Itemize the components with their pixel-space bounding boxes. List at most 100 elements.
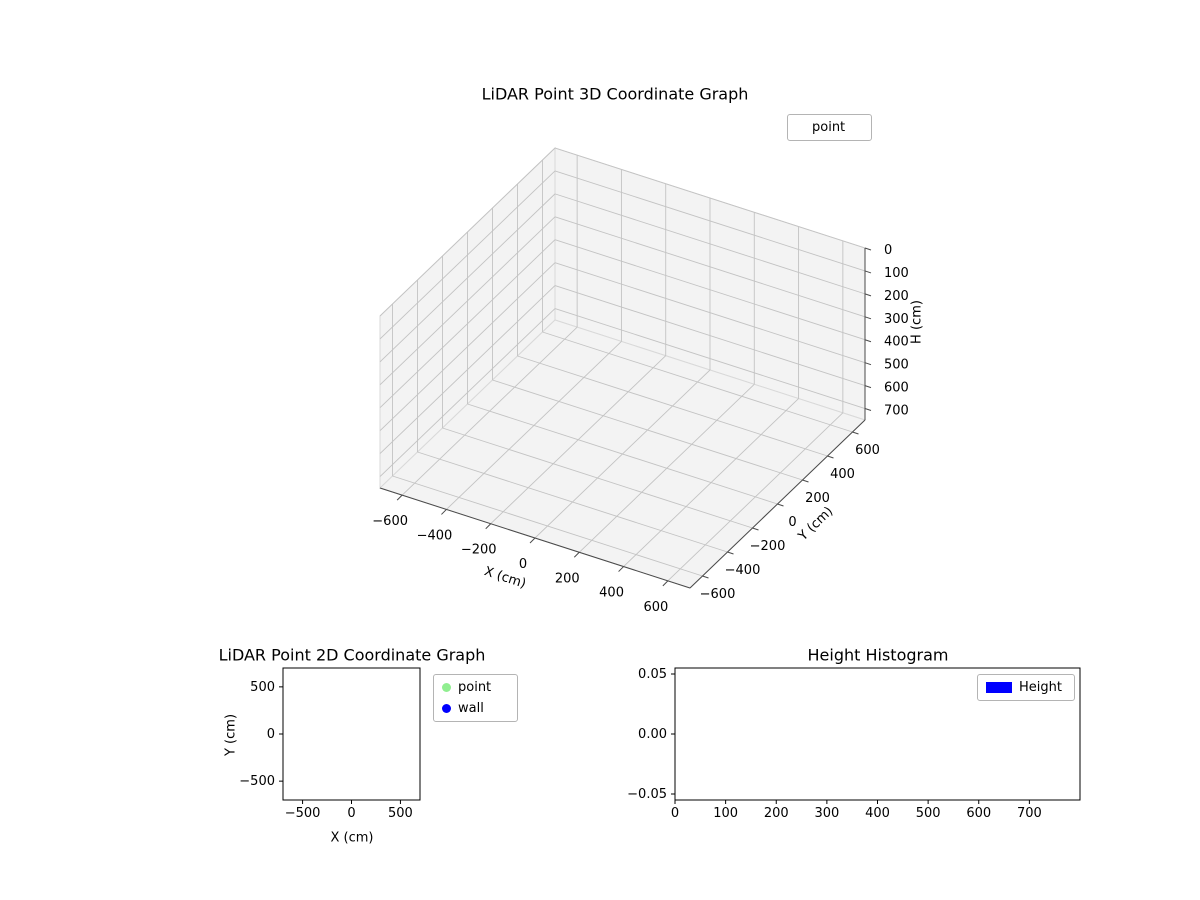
point-marker-icon [796,123,805,132]
plot3d-legend: point [787,114,872,141]
grid-y-floor [492,379,803,481]
hist-y-tick-label: 0.05 [638,667,667,682]
grid-z-left-wall [379,262,556,431]
x-tick-label: 0 [519,557,527,572]
grid-z-left-wall [379,216,556,386]
plot2d-x-tick-label: 0 [347,806,355,821]
x-tick [662,580,669,587]
grid-z-left-wall [379,239,556,409]
plot2d-y-tick-label: 0 [267,727,275,742]
hist-x-tick-label: 100 [713,806,738,821]
z-tick-label: 600 [884,381,909,396]
z-tick [864,270,872,274]
grid-z-left-wall [379,308,556,477]
x-tick [529,537,536,544]
hist-legend-label-height: Height [1019,680,1062,695]
plot2d-title: LiDAR Point 2D Coordinate Graph [218,645,486,665]
plot3d-zlabel: H (cm) [909,300,925,344]
hist-x-tick-label: 0 [671,806,679,821]
y-tick [777,503,784,507]
y-tick [802,479,809,483]
grid-z-back-wall [554,193,866,295]
hist-x-tick-label: 200 [764,806,789,821]
x-tick-label: 400 [599,586,624,601]
y-tick-label: 0 [788,515,796,530]
z-tick-label: 200 [884,289,909,304]
grid-y-floor [467,403,778,505]
grid-z-back-wall [554,216,866,318]
grid-z-back-wall [554,285,866,387]
hist-x-tick-label: 400 [865,806,890,821]
grid-z-back-wall [554,170,866,272]
hist-y-tick-label: 0.00 [638,727,667,742]
plot2d-legend-item-wall: wall [434,698,517,719]
x-tick-label: −600 [372,514,408,529]
hist-legend-item-height: Height [978,677,1074,698]
z-tick-label: 700 [884,404,909,419]
hist-legend: Height [977,674,1075,701]
y-tick [827,455,834,459]
plot3d-legend-item-point: point [788,117,871,138]
grid-y-floor [542,331,853,433]
wall-marker-icon [442,704,451,713]
y-tick [727,551,734,555]
plot2d-frame [282,667,421,801]
grid-z-left-wall [379,193,556,363]
plot2d-xlabel: X (cm) [330,830,374,846]
grid-z-back-wall [554,262,866,364]
y-tick-label: −600 [700,587,736,602]
y-tick-label: 600 [855,443,880,458]
plot2d-y-tick-label: 500 [250,680,275,695]
grid-z-back-wall [554,308,866,409]
z-tick-label: 500 [884,358,909,373]
z-tick [864,247,872,251]
plot2d-legend-label-point: point [458,680,492,695]
x-tick-label: 200 [555,571,580,586]
z-tick [864,316,872,320]
z-tick-label: 100 [884,266,909,281]
x-tick [573,551,580,558]
height-swatch-icon [986,682,1012,693]
grid-z-left-wall [379,170,556,340]
plot2d-legend: point wall [433,674,518,722]
x-tick [618,566,624,572]
hist-x-tick-label: 300 [814,806,839,821]
plot3d-legend-label-point: point [812,120,846,135]
grid-z-left-wall [379,147,556,317]
y-tick-label: 200 [805,491,830,506]
grid-z-back-wall [554,147,866,249]
x-tick [485,523,492,530]
plot2d-legend-item-point: point [434,677,517,698]
plot2d-y-tick-label: −500 [239,774,275,789]
x-tick [441,509,447,515]
z-tick [864,362,872,366]
x-tick [396,494,403,501]
y-tick [852,431,859,435]
x-tick-label: −200 [461,543,497,558]
z-tick-label: 300 [884,312,909,327]
grid-y-floor [392,475,703,577]
plot2d-ylabel: Y (cm) [223,713,239,757]
z-tick [864,385,872,389]
z-tick [864,293,872,297]
hist-y-tick-label: −0.05 [627,787,667,802]
y-tick-label: −200 [750,539,786,554]
z-tick-label: 400 [884,335,909,350]
plot2d-x-tick-label: −500 [285,806,321,821]
hist-x-tick-label: 700 [1017,806,1042,821]
grid-y-floor [517,355,828,457]
grid-z-left-wall [379,285,556,454]
plot2d-legend-label-wall: wall [458,701,484,716]
x-tick-label: −400 [417,528,453,543]
hist-x-tick-label: 500 [916,806,941,821]
y-tick-label: −400 [725,563,761,578]
plot3d-title: LiDAR Point 3D Coordinate Graph [481,84,749,104]
x-tick-label: 600 [643,600,668,615]
y-tick-label: 400 [830,467,855,482]
grid-y-floor [442,427,753,529]
plot2d-x-tick-label: 500 [388,806,413,821]
z-tick [864,339,872,343]
hist-title: Height Histogram [807,645,949,665]
